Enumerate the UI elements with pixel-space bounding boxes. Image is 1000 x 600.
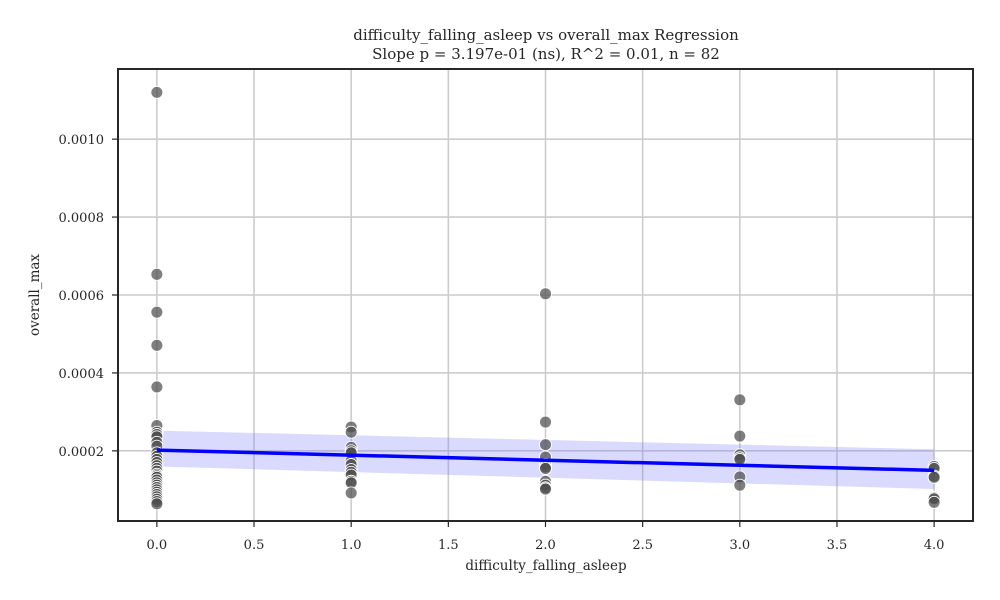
- x-tick-label: 0.5: [244, 538, 265, 553]
- x-tick-label: 4.0: [924, 538, 945, 553]
- y-tick-label: 0.0004: [59, 367, 105, 382]
- y-tick-label: 0.0006: [59, 289, 105, 304]
- regression-line-layer: [156, 448, 935, 473]
- data-point: [539, 415, 552, 429]
- data-point: [539, 461, 552, 475]
- x-tick-label: 0.0: [147, 538, 168, 553]
- data-point: [150, 380, 164, 394]
- y-axis-label: overall_max: [27, 254, 43, 336]
- data-point: [150, 497, 164, 511]
- x-axis-ticks: 0.0 0.5 1.0 1.5 2.0 2.5 3.0 3.5 4.0: [147, 521, 945, 553]
- data-point: [150, 305, 164, 319]
- data-point: [150, 338, 164, 352]
- data-point: [150, 85, 164, 99]
- data-point: [927, 495, 941, 509]
- x-tick-label: 3.5: [827, 538, 848, 553]
- data-point: [733, 478, 747, 492]
- x-tick-label: 2.5: [632, 538, 653, 553]
- grid-lines: [118, 69, 973, 521]
- x-tick-label: 1.0: [341, 538, 362, 553]
- data-point: [927, 470, 941, 484]
- x-tick-label: 1.5: [438, 538, 459, 553]
- x-axis-label: difficulty_falling_asleep: [465, 558, 626, 574]
- chart-subtitle: Slope p = 3.197e-01 (ns), R^2 = 0.01, n …: [372, 45, 720, 63]
- x-tick-label: 2.0: [535, 538, 556, 553]
- chart-title: difficulty_falling_asleep vs overall_max…: [353, 26, 739, 44]
- regression-line: [156, 448, 935, 473]
- y-tick-label: 0.0008: [59, 211, 105, 226]
- data-point: [539, 438, 552, 452]
- data-point: [150, 267, 164, 281]
- data-point: [539, 287, 552, 301]
- data-point: [733, 393, 747, 407]
- data-point: [344, 425, 358, 439]
- data-point: [539, 482, 552, 496]
- data-point: [344, 486, 358, 500]
- x-tick-label: 3.0: [729, 538, 750, 553]
- data-point: [733, 429, 747, 443]
- y-axis-ticks: 0.0002 0.0004 0.0006 0.0008 0.0010: [59, 133, 118, 460]
- y-tick-label: 0.0002: [59, 445, 105, 460]
- y-tick-label: 0.0010: [59, 133, 105, 148]
